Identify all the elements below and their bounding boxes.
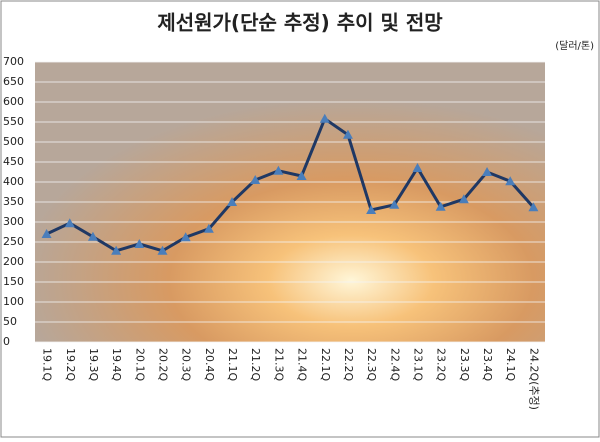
x-tick-label: 23.4Q	[481, 348, 494, 381]
marker	[41, 229, 52, 238]
marker	[180, 232, 191, 242]
y-tick-label: 550	[3, 115, 24, 128]
x-tick-label: 21.2Q	[249, 348, 262, 381]
marker	[296, 171, 307, 180]
marker	[111, 245, 122, 255]
marker	[250, 175, 261, 184]
x-tick-label: 20.3Q	[180, 348, 193, 381]
y-tick-label: 450	[3, 155, 24, 168]
x-tick-label: 19.3Q	[87, 348, 100, 381]
x-tick-label: 22.4Q	[388, 348, 401, 381]
series-line	[45, 116, 535, 253]
marker	[273, 165, 284, 175]
y-tick-label: 700	[3, 55, 24, 68]
marker	[435, 201, 446, 211]
x-tick-label: 22.2Q	[342, 348, 355, 381]
x-tick-label: 20.4Q	[203, 348, 216, 381]
x-tick-label: 21.1Q	[226, 348, 239, 381]
y-tick-label: 650	[3, 75, 24, 88]
marker	[342, 129, 353, 139]
y-tick-label: 150	[3, 275, 24, 288]
y-tick-label: 300	[3, 215, 24, 228]
marker	[319, 113, 330, 123]
x-tick-label: 22.3Q	[365, 348, 378, 381]
x-tick-label: 23.1Q	[412, 348, 425, 381]
y-tick-label: 200	[3, 255, 24, 268]
x-tick-label: 20.2Q	[157, 348, 170, 381]
unit-label: (달러/톤)	[555, 40, 594, 52]
x-tick-label: 19.1Q	[41, 348, 54, 381]
x-tick-label: 24.2Q(추정)	[527, 348, 540, 410]
marker	[528, 202, 539, 212]
y-tick-label: 600	[3, 95, 24, 108]
y-tick-label: 400	[3, 175, 24, 188]
y-tick-label: 0	[3, 335, 10, 348]
marker	[134, 239, 145, 248]
x-tick-label: 22.1Q	[319, 348, 332, 381]
x-tick-label: 21.4Q	[296, 348, 309, 381]
y-tick-label: 350	[3, 195, 24, 208]
marker	[203, 223, 214, 233]
chart-title: 제선원가(단순 추정) 추이 및 전망	[157, 11, 443, 35]
x-tick-label: 20.1Q	[133, 348, 146, 381]
y-tick-label: 50	[3, 315, 17, 328]
x-tick-label: 19.4Q	[110, 348, 123, 381]
y-tick-label: 250	[3, 235, 24, 248]
x-tick-label: 23.3Q	[458, 348, 471, 381]
marker	[458, 194, 469, 204]
x-tick-label: 24.1Q	[504, 348, 517, 381]
marker	[157, 245, 168, 255]
y-tick-label: 500	[3, 135, 24, 148]
x-tick-label: 19.2Q	[64, 348, 77, 381]
x-tick-label: 23.2Q	[435, 348, 448, 381]
marker	[482, 167, 493, 176]
x-tick-label: 21.3Q	[272, 348, 285, 381]
marker	[389, 199, 400, 209]
marker	[64, 218, 75, 228]
y-tick-label: 100	[3, 295, 24, 308]
marker	[366, 205, 377, 214]
marker	[505, 176, 516, 186]
marker	[227, 197, 238, 206]
marker	[412, 163, 423, 172]
marker	[87, 231, 98, 241]
